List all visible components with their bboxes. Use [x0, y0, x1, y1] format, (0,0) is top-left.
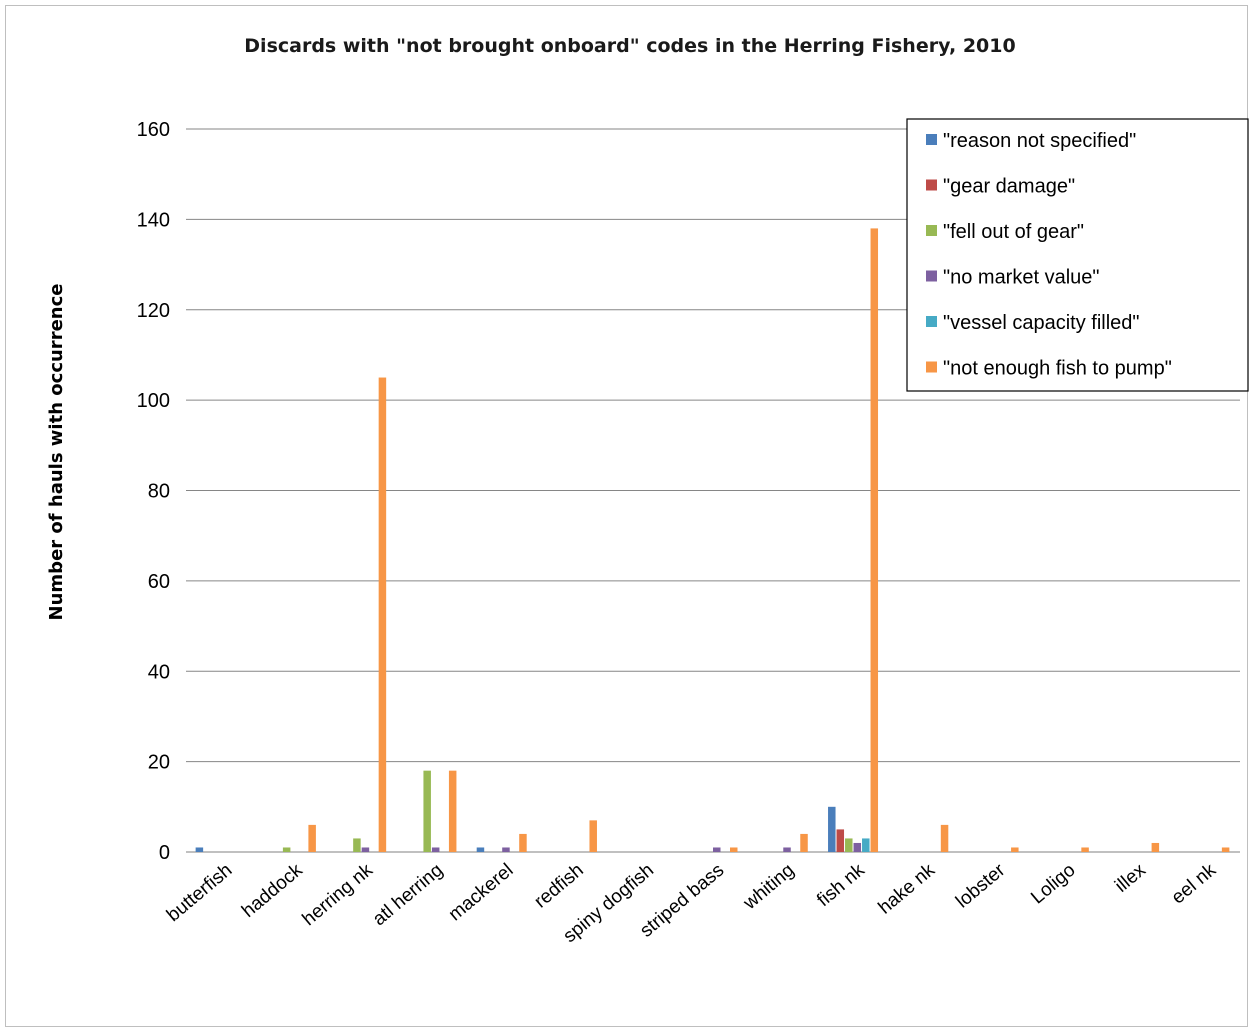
bar — [589, 820, 597, 852]
y-tick-label: 40 — [148, 661, 170, 683]
x-tick-label: herring nk — [299, 859, 378, 930]
x-tick-label: redfish — [530, 860, 587, 913]
y-tick-label: 160 — [137, 119, 170, 141]
y-tick-label: 20 — [148, 752, 170, 774]
legend-entry: "no market value" — [943, 267, 1100, 289]
bar — [1081, 847, 1089, 852]
bar — [353, 838, 361, 852]
y-tick-label: 120 — [137, 300, 170, 322]
legend-swatch — [926, 361, 937, 373]
y-tick-label: 100 — [137, 390, 170, 412]
x-tick-label: hake nk — [875, 859, 940, 918]
bar — [308, 824, 316, 852]
y-tick-label: 0 — [159, 842, 170, 864]
y-tick-label: 140 — [137, 209, 170, 231]
legend-swatch — [926, 134, 937, 145]
y-tick-labels: 0 20 40 60 80 100 120 140 160 — [137, 119, 170, 864]
x-tick-label: mackerel — [445, 860, 518, 926]
y-tick-label: 80 — [148, 481, 170, 503]
legend-swatch — [926, 270, 937, 282]
bar — [476, 847, 485, 852]
y-axis-label: Number of hauls with occurrence — [46, 284, 67, 621]
bar — [845, 838, 853, 852]
legend-box — [906, 118, 1249, 392]
bar — [828, 806, 836, 852]
bar — [361, 847, 370, 852]
x-tick-label: illex — [1111, 859, 1150, 896]
x-tick-label: atl herring — [369, 860, 447, 930]
chart-title: Discards with "not brought onboard" code… — [244, 35, 1015, 57]
bars — [195, 228, 1230, 853]
legend-swatch — [926, 179, 937, 191]
bar — [1011, 847, 1019, 852]
bar — [378, 377, 387, 852]
bar — [730, 847, 738, 852]
legend-entry: "fell out of gear" — [943, 221, 1084, 243]
bar — [195, 847, 204, 852]
bar — [853, 842, 862, 852]
bar — [836, 829, 845, 852]
bar — [713, 847, 721, 852]
bar — [502, 847, 510, 852]
x-tick-label: fish nk — [813, 859, 869, 911]
x-tick-label: Loligo — [1027, 860, 1079, 909]
legend-entry: "reason not specified" — [943, 130, 1136, 152]
x-tick-label: butterfish — [163, 860, 236, 926]
legend: "reason not specified" "gear damage" "fell… — [906, 118, 1249, 392]
bar — [783, 847, 791, 852]
x-tick-label: whiting — [739, 860, 799, 915]
x-tick-label: eel nk — [1168, 859, 1221, 908]
legend-swatch — [926, 316, 937, 327]
bar — [431, 847, 440, 852]
legend-entry: "vessel capacity filled" — [943, 312, 1140, 334]
x-tick-label: lobster — [952, 859, 1010, 912]
legend-entry: "not enough fish to pump" — [943, 358, 1172, 380]
bar — [870, 228, 879, 853]
bar — [940, 824, 949, 852]
legend-entry: "gear damage" — [943, 176, 1075, 198]
y-tick-label: 60 — [148, 571, 170, 593]
bar — [448, 770, 457, 852]
bar — [1221, 847, 1230, 852]
x-tick-label: haddock — [238, 859, 307, 922]
bar — [1151, 842, 1160, 852]
legend-swatch — [926, 225, 937, 236]
bar — [423, 770, 431, 852]
bar — [800, 833, 808, 852]
bar — [519, 833, 527, 852]
bar — [282, 847, 291, 852]
bar — [862, 838, 870, 852]
